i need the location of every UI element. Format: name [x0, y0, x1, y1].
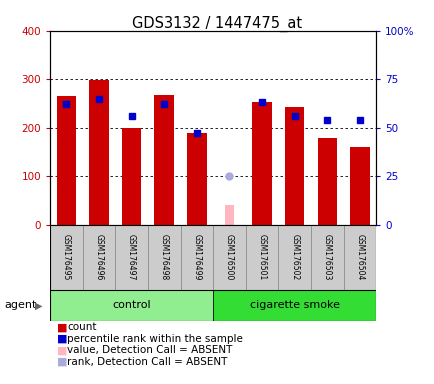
- FancyBboxPatch shape: [115, 225, 148, 290]
- Text: GSM176501: GSM176501: [257, 234, 266, 280]
- Bar: [89, 80, 108, 225]
- Text: ■: ■: [56, 345, 67, 355]
- Text: count: count: [67, 322, 97, 332]
- FancyBboxPatch shape: [245, 225, 278, 290]
- FancyBboxPatch shape: [343, 225, 375, 290]
- Text: GSM176503: GSM176503: [322, 234, 331, 280]
- Text: GSM176498: GSM176498: [159, 234, 168, 280]
- Text: ■: ■: [56, 334, 67, 344]
- Text: agent: agent: [4, 300, 36, 310]
- Text: GSM176504: GSM176504: [355, 234, 364, 280]
- Bar: [187, 132, 206, 225]
- Text: ■: ■: [56, 322, 67, 332]
- Bar: [122, 127, 141, 225]
- Bar: [349, 147, 369, 225]
- Text: ■: ■: [56, 357, 67, 367]
- Text: GSM176502: GSM176502: [289, 234, 299, 280]
- Text: cigarette smoke: cigarette smoke: [249, 300, 339, 310]
- Text: percentile rank within the sample: percentile rank within the sample: [67, 334, 243, 344]
- Text: ▶: ▶: [35, 300, 43, 310]
- Text: GSM176496: GSM176496: [94, 234, 103, 280]
- FancyBboxPatch shape: [278, 225, 310, 290]
- Text: rank, Detection Call = ABSENT: rank, Detection Call = ABSENT: [67, 357, 227, 367]
- FancyBboxPatch shape: [82, 225, 115, 290]
- FancyBboxPatch shape: [180, 225, 213, 290]
- FancyBboxPatch shape: [148, 225, 180, 290]
- FancyBboxPatch shape: [213, 290, 375, 321]
- Bar: [317, 138, 336, 225]
- Bar: [56, 96, 76, 225]
- FancyBboxPatch shape: [50, 290, 213, 321]
- FancyBboxPatch shape: [213, 225, 245, 290]
- Text: GSM176497: GSM176497: [127, 234, 136, 280]
- Text: control: control: [112, 300, 151, 310]
- Text: GSM176495: GSM176495: [62, 234, 71, 280]
- FancyBboxPatch shape: [50, 225, 82, 290]
- Text: GDS3132 / 1447475_at: GDS3132 / 1447475_at: [132, 15, 302, 31]
- Bar: [252, 103, 271, 225]
- FancyBboxPatch shape: [310, 225, 343, 290]
- Text: GSM176500: GSM176500: [224, 234, 233, 280]
- Text: value, Detection Call = ABSENT: value, Detection Call = ABSENT: [67, 345, 232, 355]
- Text: GSM176499: GSM176499: [192, 234, 201, 280]
- Bar: [154, 95, 174, 225]
- Bar: [224, 205, 234, 225]
- Bar: [284, 107, 304, 225]
